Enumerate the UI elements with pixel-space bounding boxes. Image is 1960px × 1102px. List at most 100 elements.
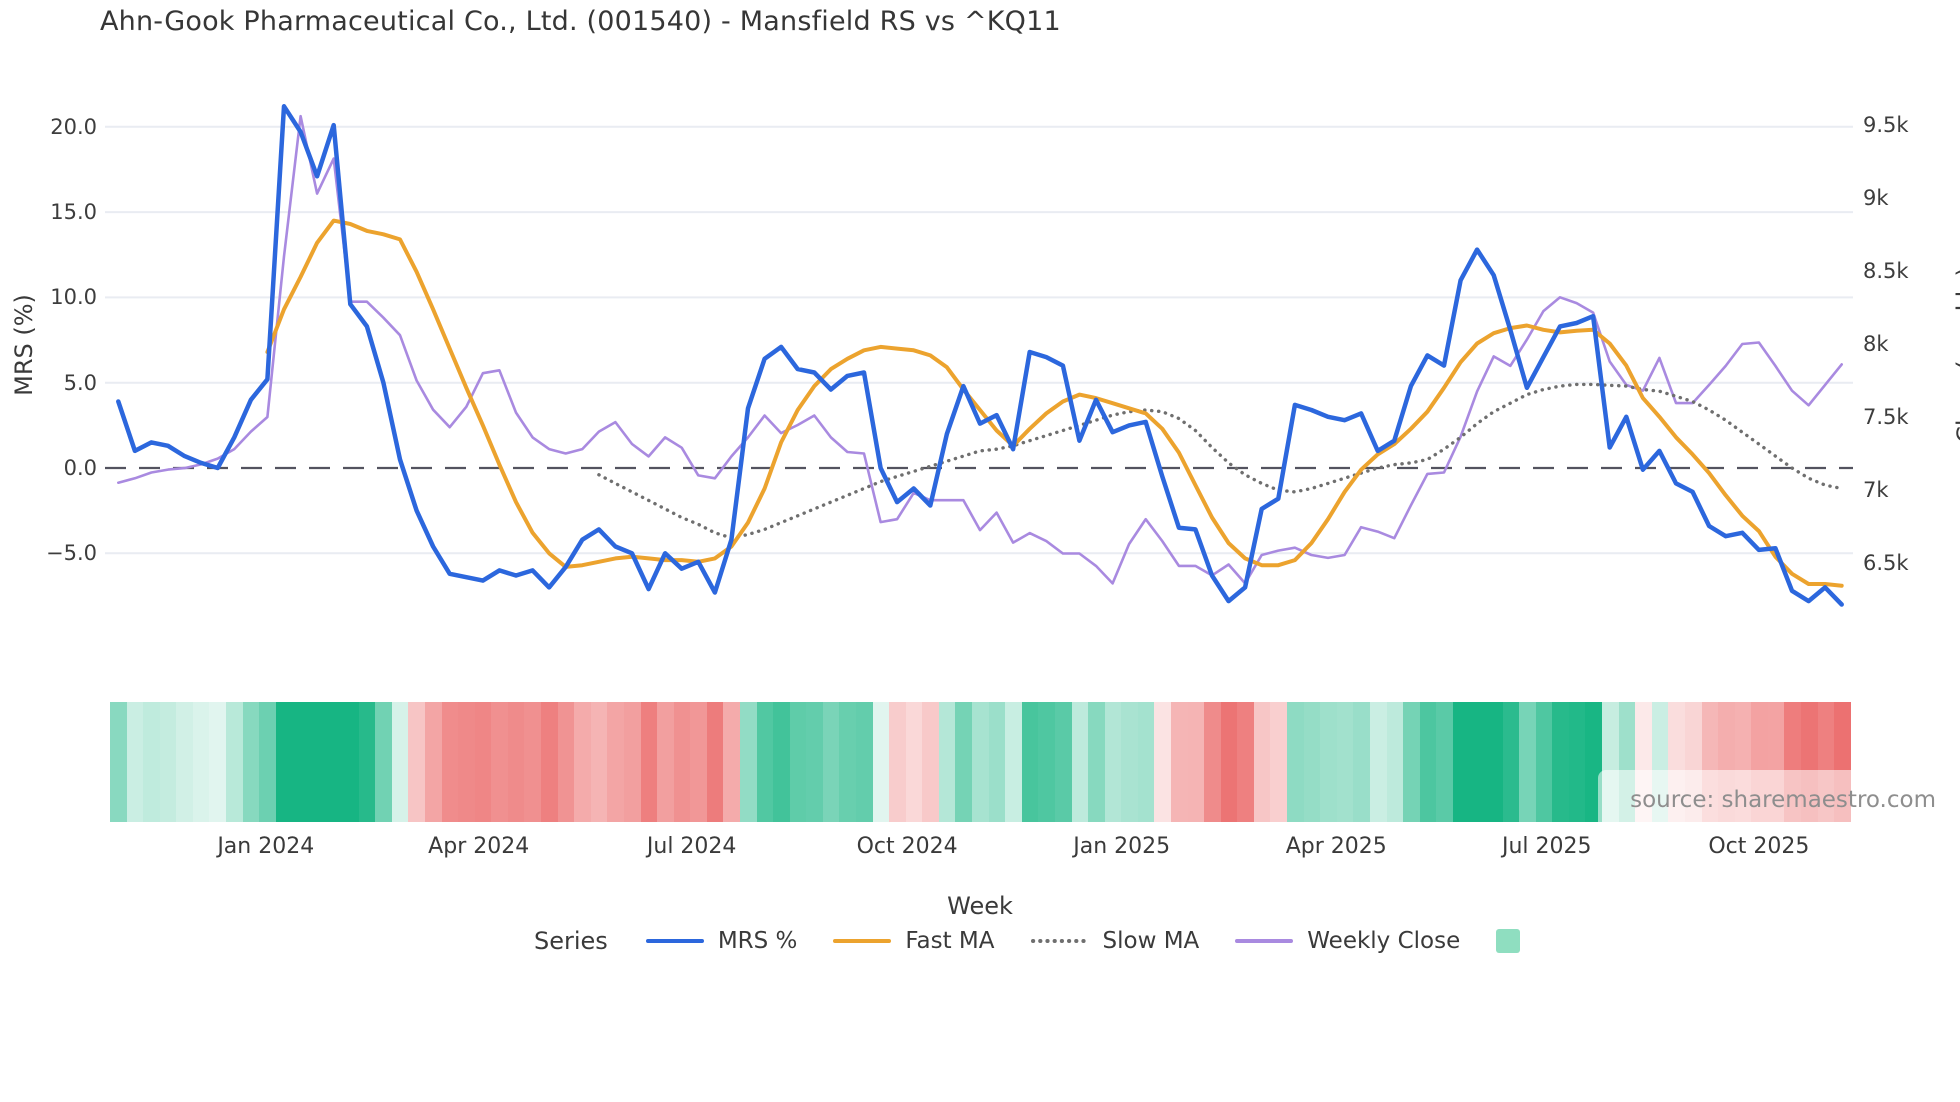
heatmap-cell: [209, 702, 227, 822]
heatmap-cell: [308, 702, 326, 822]
watermark: source: sharemaestro.com: [1598, 770, 1946, 830]
heatmap-cell: [1568, 702, 1586, 822]
x-tick-label: Apr 2025: [1285, 834, 1387, 859]
legend-item-label: MRS %: [717, 928, 798, 954]
heatmap-cell: [226, 702, 243, 822]
heatmap-cell: [491, 702, 508, 822]
heatmap-cell: [1104, 702, 1122, 822]
heatmap-cell: [275, 702, 293, 822]
left-tick-label: 10.0: [50, 285, 97, 310]
heatmap-cell: [1502, 702, 1520, 822]
right-tick-label: 8.5k: [1863, 259, 1909, 283]
x-tick-label: Jan 2025: [1073, 834, 1171, 859]
heatmap-cell: [441, 702, 459, 822]
heatmap-cell: [1336, 702, 1354, 822]
heatmap-cell: [905, 702, 923, 822]
heatmap-cell: [1038, 702, 1055, 822]
heatmap-cell: [607, 702, 624, 822]
legend-item-slow: Slow MA: [1030, 928, 1200, 954]
legend-item-label: Weekly Close: [1307, 928, 1461, 954]
heatmap-cell: [1519, 702, 1536, 822]
x-tick-label: Jan 2024: [217, 834, 315, 859]
heatmap-cell: [342, 702, 359, 822]
heatmap-cell: [1253, 702, 1271, 822]
left-tick-label: 20.0: [50, 114, 97, 139]
right-axis-title: Close (weekly): [1952, 267, 1960, 443]
heatmap-cell: [143, 702, 160, 822]
legend-item-label: Fast MA: [905, 928, 995, 954]
heatmap-cell: [590, 702, 608, 822]
heatmap-cell: [1071, 702, 1089, 822]
heatmap-cell: [972, 702, 989, 822]
heatmap-cell: [110, 702, 127, 822]
heatmap-cell: [1485, 702, 1503, 822]
heatmap-cell: [507, 702, 525, 822]
heatmap-cell: [1171, 702, 1188, 822]
heatmap-cell: [1369, 702, 1387, 822]
heatmap-cell: [1204, 702, 1221, 822]
heatmap-cell: [955, 702, 973, 822]
heatmap-cell: [640, 702, 658, 822]
heatmap-cell: [839, 702, 857, 822]
heatmap-cell: [756, 702, 774, 822]
heatmap-cell: [657, 702, 674, 822]
chart-title: Ahn-Gook Pharmaceutical Co., Ltd. (00154…: [100, 6, 1061, 37]
right-tick-label: 9k: [1863, 186, 1889, 210]
heatmap-cell: [1187, 702, 1205, 822]
legend-item-mrs: MRS %: [645, 928, 798, 954]
heatmap-cell: [375, 702, 392, 822]
heatmap-cell: [1585, 702, 1603, 822]
right-tick-label: 6.5k: [1863, 551, 1909, 575]
heatmap-cell: [872, 702, 890, 822]
x-tick-label: Jul 2024: [646, 834, 737, 859]
heatmap-cell: [408, 702, 425, 822]
legend: Series MRS % Fast MA Slow MA Weekly Close: [534, 920, 1521, 962]
heatmap-cell: [706, 702, 724, 822]
heatmap-cell: [1535, 702, 1553, 822]
right-tick-label: 7.5k: [1863, 405, 1909, 429]
left-tick-label: −5.0: [46, 541, 97, 566]
x-tick-label: Apr 2024: [428, 834, 530, 859]
legend-item-heat: [1496, 929, 1521, 953]
heatmap-cell: [1303, 702, 1321, 822]
heatmap-cell: [358, 702, 376, 822]
series-line-weekly-close: [117, 114, 1843, 585]
heatmap-strip: [110, 702, 1851, 822]
heatmap-cell: [474, 702, 492, 822]
series-line-fast-ma: [265, 218, 1844, 588]
heatmap-cell: [1137, 702, 1155, 822]
heatmap-cell: [690, 702, 707, 822]
heatmap-cell: [1469, 702, 1486, 822]
heatmap-cell: [1452, 702, 1470, 822]
heatmap-cell: [1154, 702, 1171, 822]
heatmap-cell: [922, 702, 939, 822]
legend-title: Series: [534, 927, 608, 955]
x-tick-label: Oct 2025: [1708, 834, 1810, 859]
legend-line-sample-icon: [1030, 939, 1089, 943]
series-line-mrs-: [116, 104, 1844, 607]
left-tick-label: 0.0: [63, 456, 97, 480]
heatmap-cell: [159, 702, 177, 822]
heatmap-cell: [1021, 702, 1039, 822]
right-tick-label: 7k: [1863, 478, 1889, 502]
heatmap-cell: [1403, 702, 1420, 822]
heatmap-cell: [623, 702, 641, 822]
legend-item-label: Slow MA: [1102, 928, 1200, 954]
heatmap-cell: [856, 702, 873, 822]
x-axis-title: Week: [947, 892, 1013, 920]
legend-heatmap-swatch-icon: [1496, 929, 1521, 953]
heatmap-cell: [1320, 702, 1337, 822]
heatmap-cell: [524, 702, 542, 822]
heatmap-cell: [1054, 702, 1072, 822]
heatmap-cell: [1237, 702, 1254, 822]
heatmap-cell: [1386, 702, 1404, 822]
heatmap-cell: [292, 702, 309, 822]
heatmap-cell: [391, 702, 409, 822]
legend-item-fast: Fast MA: [833, 928, 995, 954]
legend-line-sample-icon: [833, 939, 892, 943]
heatmap-cell: [259, 702, 276, 822]
heatmap-cell: [739, 702, 757, 822]
heatmap-cell: [557, 702, 575, 822]
heatmap-cell: [1436, 702, 1453, 822]
